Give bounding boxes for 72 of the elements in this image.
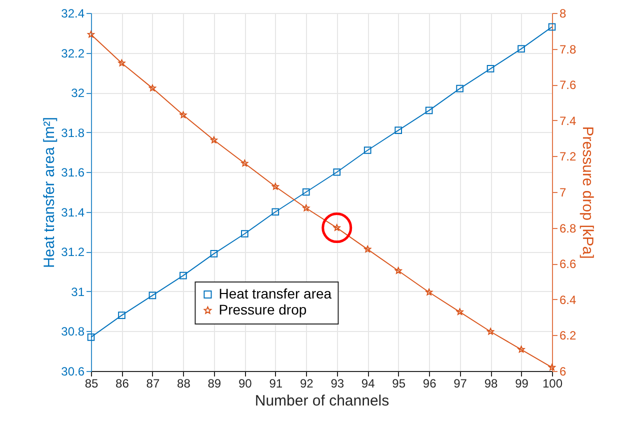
point [272,182,279,190]
point [394,267,402,274]
y-tick-label: 30.6 [61,364,85,378]
point [302,204,310,212]
point [148,84,156,92]
point [241,160,248,166]
y2-tick-label: 6.8 [560,221,577,236]
point [210,250,218,258]
point [180,111,187,118]
y2-tick-label: 6.6 [560,257,577,272]
x-tick-label: 87 [146,376,160,390]
x-tick-label: 93 [330,376,344,390]
point [426,288,433,296]
legend-label: Heat transfer area [218,286,332,302]
x-tick-label: 90 [238,376,252,390]
point [364,146,372,154]
y-tick-label: 30.8 [61,324,85,339]
y2-tick-label: 7.2 [560,150,577,164]
point [272,208,280,216]
point [210,136,218,144]
x-tick-label: 96 [422,376,437,390]
point [548,23,556,31]
y-tick-label: 31.8 [61,126,85,140]
y2-tick-label: 7.4 [560,114,577,128]
x-tick-label: 86 [116,376,130,390]
y-tick-label: 32 [71,86,85,100]
point [364,246,372,252]
y2-axis-title: Pressure drop [kPa] [579,126,596,259]
x-tick-label: 95 [392,376,406,390]
x-tick-label: 89 [208,376,222,390]
y2-tick-label: 7.8 [560,42,577,56]
point [333,168,341,176]
point [118,312,126,319]
point [456,84,464,92]
x-tick-label: 88 [177,376,191,390]
y-tick-label: 31.6 [61,166,85,180]
x-axis-title: Number of channels [254,392,390,410]
x-tick-label: 85 [84,376,98,390]
point [148,292,156,300]
point [87,334,95,341]
x-tick-label: 91 [269,376,283,390]
y2-tick-label: 7.6 [560,78,577,92]
x-tick-label: 97 [454,376,468,390]
y2-tick-label: 6.4 [560,292,577,307]
x-tick-label: 94 [361,376,376,390]
y-tick-label: 31.4 [61,205,85,220]
y2-tick-label: 7 [560,186,566,200]
point [180,272,187,280]
y2-tick-label: 8 [560,6,566,20]
x-tick-label: 100 [542,376,563,390]
point [118,59,126,66]
y-tick-label: 32.4 [61,6,85,20]
point [487,328,494,335]
point [486,65,494,72]
y-tick-label: 31.2 [61,245,85,260]
point [87,30,95,38]
point [456,308,464,315]
y2-tick-label: 6.2 [560,328,577,343]
point [394,126,402,134]
y2-tick-label: 6 [560,364,566,378]
legend-label: Pressure drop [218,302,307,318]
point [518,346,525,353]
y-tick-label: 32.2 [61,46,85,60]
point [425,106,433,114]
point [302,188,310,196]
point [241,230,248,238]
y-tick-label: 31 [71,284,85,299]
point [518,45,525,52]
x-tick-label: 98 [484,376,498,390]
y-axis-title: Heat transfer area [m²] [41,117,58,268]
x-tick-label: 92 [300,376,314,390]
x-tick-label: 99 [515,376,529,390]
